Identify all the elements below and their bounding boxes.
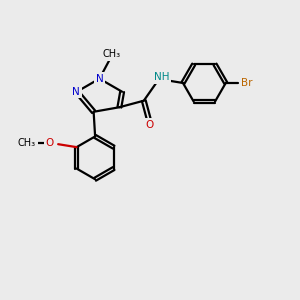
Text: Br: Br [242, 78, 253, 88]
Text: N: N [96, 74, 103, 84]
Text: N: N [72, 87, 80, 97]
Text: O: O [46, 138, 54, 148]
Text: CH₃: CH₃ [102, 49, 120, 59]
Text: CH₃: CH₃ [18, 138, 36, 148]
Text: O: O [145, 120, 154, 130]
Text: NH: NH [154, 72, 170, 82]
